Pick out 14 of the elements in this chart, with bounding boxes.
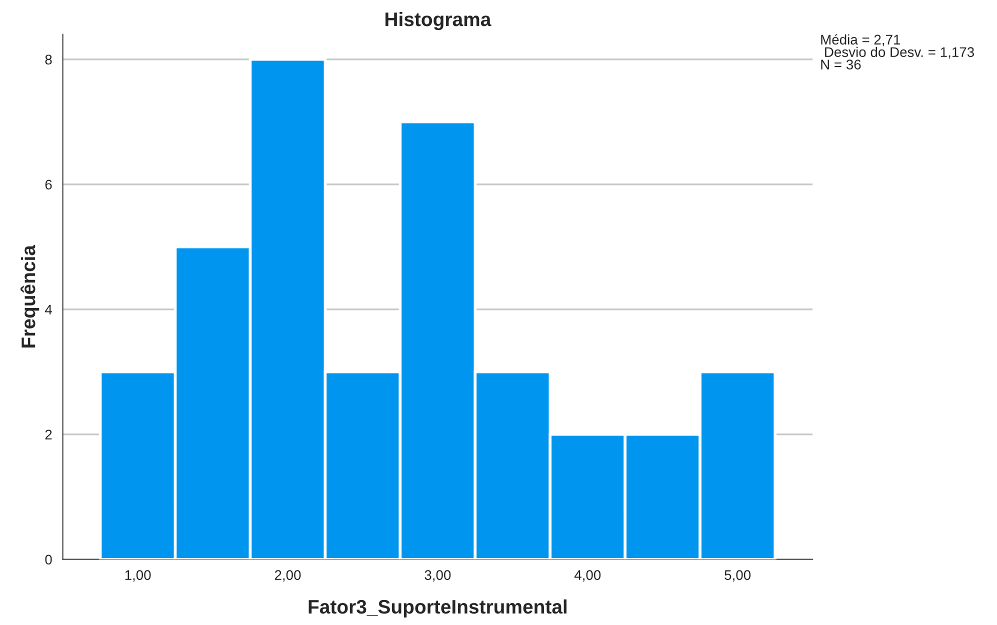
x-tick-label: 3,00: [424, 570, 451, 582]
text: Média = 2,71 Desvio do Desv. = 1,173 N = 36: [821, 34, 974, 70]
x-tick-label: 5,00: [724, 570, 751, 582]
y-tick-label: 6: [45, 180, 52, 190]
y-tick-label: 0: [45, 554, 52, 565]
y-tick-label: 2: [45, 430, 52, 440]
y-tick-label: 4: [44, 304, 52, 314]
x-tick-label: 4,00: [574, 570, 601, 582]
y-axis-title: Frequência: [20, 244, 40, 348]
chart-title: Histograma: [386, 12, 492, 30]
y-tick-label: 8: [45, 54, 52, 65]
x-axis-title: Fator3_SuporteInstrumental: [308, 599, 567, 618]
x-tick-label: 1,00: [125, 570, 151, 582]
x-tick-label: 2,00: [274, 570, 301, 582]
